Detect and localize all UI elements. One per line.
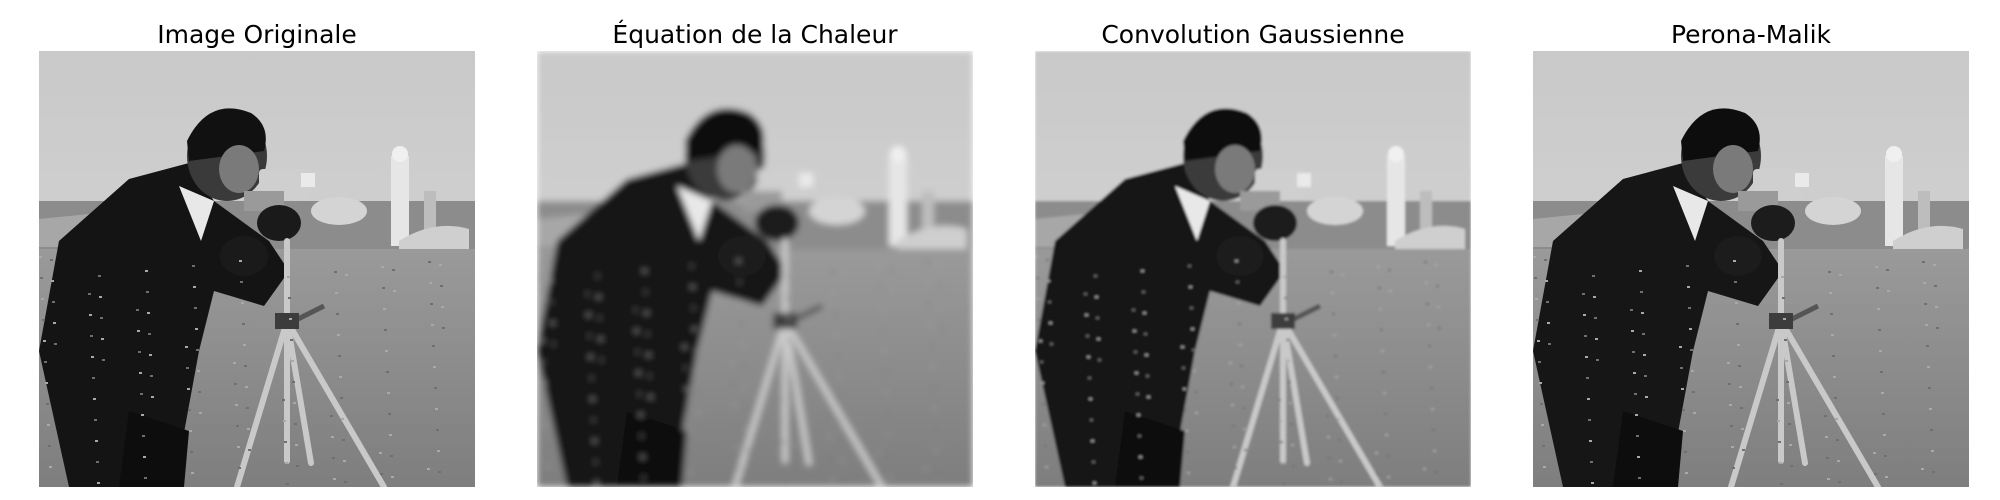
- cameraman-image: [1533, 51, 1969, 487]
- cameraman-image: [39, 51, 475, 487]
- panel-title: Image Originale: [157, 20, 357, 49]
- panel-title: Convolution Gaussienne: [1101, 20, 1405, 49]
- panel-original: Image Originale: [39, 0, 475, 500]
- panel-title: Perona-Malik: [1670, 20, 1832, 49]
- panel-title: Équation de la Chaleur: [612, 20, 898, 49]
- panel-gaussian-convolution: Convolution Gaussienne: [1035, 0, 1471, 500]
- cameraman-image: [537, 51, 973, 487]
- panel-perona-malik: Perona-Malik: [1533, 0, 1969, 500]
- cameraman-image: [1035, 51, 1471, 487]
- panel-heat-equation: Équation de la Chaleur: [537, 0, 973, 500]
